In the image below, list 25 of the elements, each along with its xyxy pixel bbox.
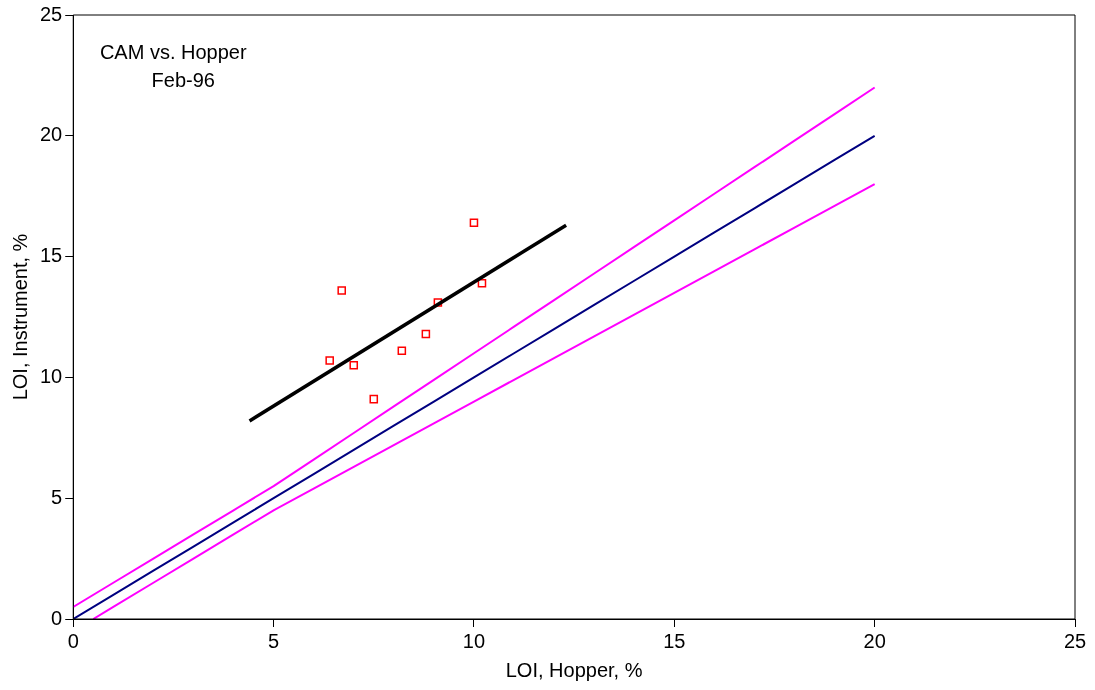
x-tick-label: 10 <box>462 629 486 652</box>
y-tick-label: 15 <box>40 244 63 267</box>
point <box>325 356 334 365</box>
y-tick-label: 0 <box>51 606 63 629</box>
x-tick-label: 0 <box>67 629 79 652</box>
point <box>349 361 359 370</box>
point <box>477 278 487 288</box>
annotation: CAM vs. Hopper <box>99 40 247 63</box>
y-tick-label: 10 <box>40 364 63 387</box>
y-tick-label: 5 <box>51 485 63 508</box>
y-tick-label: 25 <box>40 2 63 25</box>
point <box>397 346 407 356</box>
point <box>433 298 443 307</box>
point <box>421 329 431 339</box>
point <box>469 218 479 228</box>
x-axis-title: LOI, Hopper, % <box>505 658 643 681</box>
x-tick-label: 25 <box>1063 629 1087 652</box>
point <box>369 394 379 404</box>
x-tick-label: 5 <box>268 629 280 652</box>
x-tick-label: 20 <box>863 629 886 652</box>
x-tick-label: 15 <box>663 629 686 652</box>
y-axis-title: LOI, Instrument, % <box>8 233 31 401</box>
annotation: Feb-96 <box>151 68 215 91</box>
y-tick-label: 20 <box>40 123 63 146</box>
point <box>337 286 346 295</box>
